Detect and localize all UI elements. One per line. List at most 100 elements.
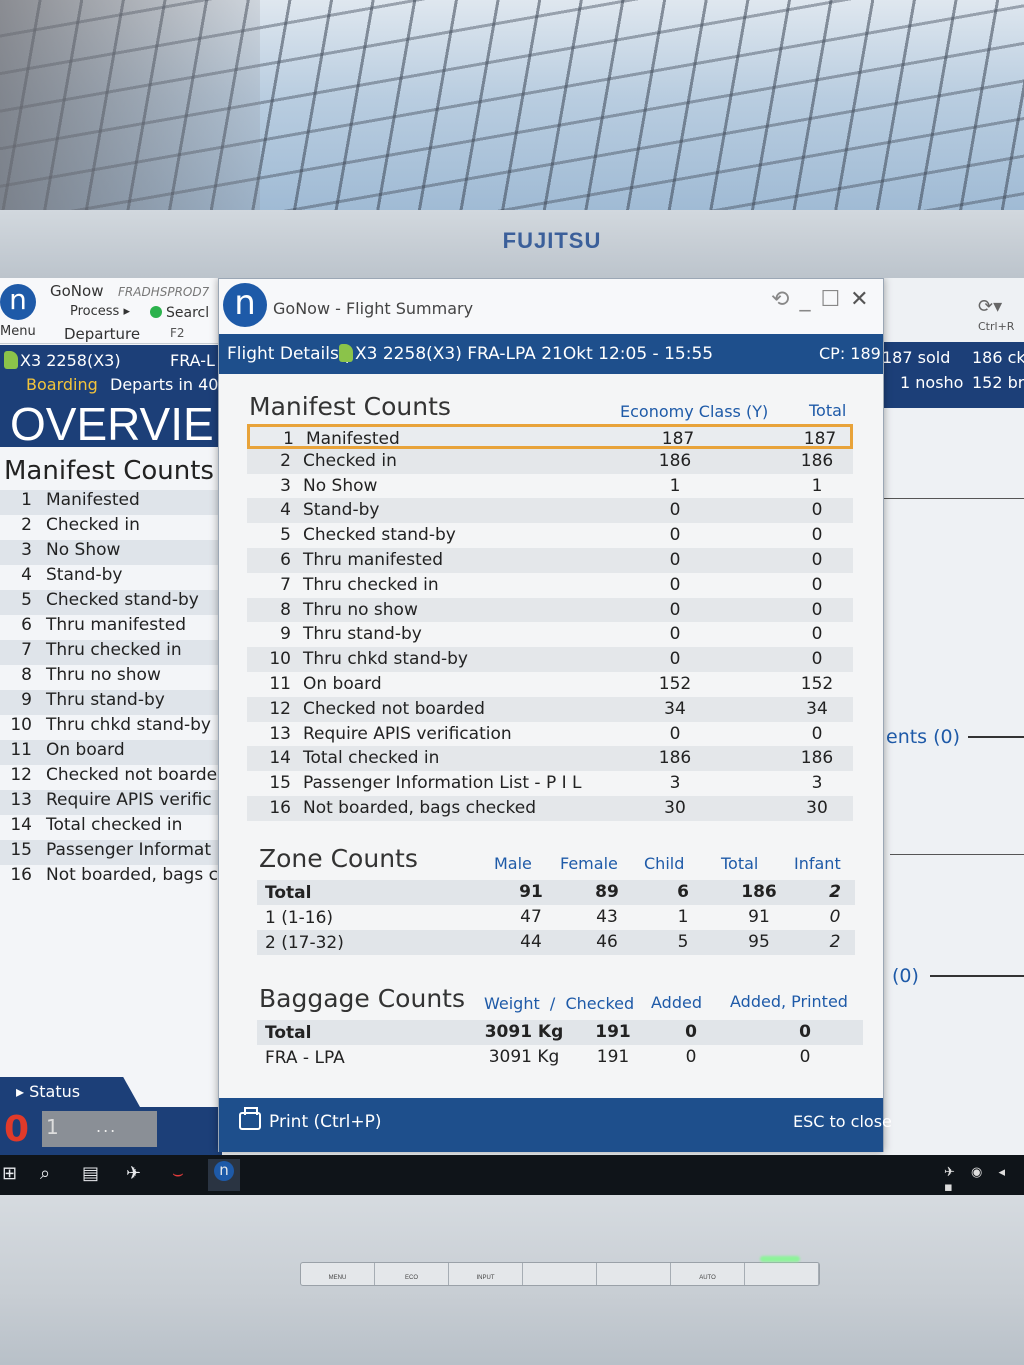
monitor-button[interactable] bbox=[523, 1263, 597, 1285]
monitor-button[interactable]: INPUT bbox=[449, 1263, 523, 1285]
zone-label: Total bbox=[265, 883, 312, 903]
row-label: Checked stand-by bbox=[303, 525, 456, 546]
manifest-row[interactable]: 3 No Show 1 1 bbox=[247, 474, 853, 499]
row-label: Checked in bbox=[303, 450, 397, 471]
zone-child-value: 1 bbox=[677, 907, 689, 927]
row-label: Manifested bbox=[306, 429, 400, 449]
manifest-row[interactable]: 7 Thru checked in 0 0 bbox=[247, 573, 853, 598]
boarding-status: Boarding bbox=[26, 375, 98, 394]
manifest-row[interactable]: 13 Require APIS verification 0 0 bbox=[247, 722, 853, 747]
maximize-icon[interactable]: ☐ bbox=[820, 287, 841, 312]
row-label: Total checked in bbox=[303, 748, 440, 769]
manifest-row[interactable]: 12 Checked not boarded 34 34 bbox=[247, 696, 853, 722]
row-number: 4 bbox=[280, 500, 291, 521]
economy-value: 152 bbox=[658, 673, 692, 694]
row-label: Thru manifested bbox=[303, 549, 444, 570]
background-app: n Menu GoNow FRADHSPROD7 Process ▸ Searc… bbox=[0, 278, 222, 1155]
manifest-row[interactable]: 6 Thru manifested 0 0 bbox=[247, 547, 853, 573]
manifest-row[interactable]: 10 Thru chkd stand-by 0 0 bbox=[247, 647, 853, 672]
manifest-row[interactable]: 1 Manifested 187 187 bbox=[247, 424, 853, 449]
taskbar: ⊞ ⌕ ▤ ✈ ⌣ n ✈ ◉ ◂ ▪ bbox=[0, 1155, 1024, 1195]
departure-tab[interactable]: Departure bbox=[64, 325, 141, 343]
bg-item-label: Checked not boarde bbox=[46, 765, 218, 785]
bg-item-number: 3 bbox=[21, 540, 32, 560]
process-menu[interactable]: Process ▸ bbox=[70, 304, 130, 319]
baggage-weight-value: 3091 Kg bbox=[484, 1022, 564, 1042]
manifest-row[interactable]: 15 Passenger Information List - P I L 3 3 bbox=[247, 771, 853, 796]
f2-shortcut: F2 bbox=[170, 326, 185, 340]
bg-list-item: 1 Manifested bbox=[0, 490, 222, 515]
flight-details-bar: Flight Details | X3 2258(X3) FRA-LPA 21O… bbox=[219, 334, 883, 374]
bg-list-item: 15 Passenger Informat bbox=[0, 840, 222, 865]
total-value: 0 bbox=[811, 624, 823, 645]
bg-item-label: Thru checked in bbox=[46, 640, 182, 660]
baggage-label: FRA - LPA bbox=[265, 1048, 345, 1068]
print-button[interactable]: Print (Ctrl+P) bbox=[239, 1107, 382, 1132]
airplane-icon[interactable]: ✈ bbox=[126, 1163, 142, 1184]
refresh-icon[interactable]: ⟳▾ bbox=[978, 296, 1003, 317]
bg-item-number: 1 bbox=[21, 490, 32, 510]
monitor-button[interactable]: AUTO bbox=[671, 1263, 745, 1285]
manifest-row[interactable]: 8 Thru no show 0 0 bbox=[247, 597, 853, 623]
bg-item-label: Total checked in bbox=[46, 815, 183, 835]
manifest-row[interactable]: 9 Thru stand-by 0 0 bbox=[247, 622, 853, 647]
monitor-button[interactable]: MENU bbox=[301, 1263, 375, 1285]
flight-summary-dialog: n GoNow - Flight Summary ⟲ _ ☐ ✕ Flight … bbox=[218, 278, 892, 1152]
bg-list-item: 7 Thru checked in bbox=[0, 640, 222, 665]
dialog-title: GoNow - Flight Summary bbox=[273, 299, 474, 318]
monitor-buttons: MENU ECO INPUT AUTO bbox=[300, 1262, 820, 1286]
bg-item-number: 2 bbox=[21, 515, 32, 535]
zone-total-value: 95 bbox=[748, 932, 770, 952]
monitor-button[interactable]: ECO bbox=[375, 1263, 449, 1285]
boarded-count: 152 br bbox=[972, 373, 1024, 392]
close-icon[interactable]: ✕ bbox=[850, 287, 869, 312]
total-value: 0 bbox=[811, 525, 823, 546]
manifest-counts-title: Manifest Counts bbox=[249, 392, 451, 421]
restore-icon[interactable]: ⟲ bbox=[771, 287, 790, 312]
manifest-row[interactable]: 2 Checked in 186 186 bbox=[247, 448, 853, 474]
baggage-added-value: 0 bbox=[685, 1022, 697, 1042]
esc-to-close[interactable]: ESC to close bbox=[793, 1112, 892, 1131]
bg-list-item: 6 Thru manifested bbox=[0, 615, 222, 640]
baggage-added-value: 0 bbox=[685, 1047, 697, 1067]
search-button[interactable]: Searcl bbox=[150, 305, 209, 321]
flight-info: X3 2258(X3) FRA-LPA 21Okt 12:05 - 15:55 bbox=[339, 344, 713, 364]
ceiling-background bbox=[0, 0, 1024, 215]
row-number: 14 bbox=[269, 748, 291, 769]
economy-value: 0 bbox=[669, 599, 681, 620]
monitor-button[interactable] bbox=[745, 1263, 819, 1285]
comments-link[interactable]: ents (0) bbox=[886, 726, 961, 748]
bg-app-header: n Menu GoNow FRADHSPROD7 Process ▸ Searc… bbox=[0, 278, 222, 344]
zone-infant-value: 2 bbox=[829, 882, 841, 902]
task-view-icon[interactable]: ▤ bbox=[82, 1163, 100, 1184]
status-tab[interactable]: ▸ Status bbox=[0, 1077, 140, 1107]
system-tray[interactable]: ✈ ◉ ◂ ▪ bbox=[944, 1165, 1012, 1195]
windows-icon[interactable]: ⊞ bbox=[2, 1163, 18, 1184]
manifest-row[interactable]: 14 Total checked in 186 186 bbox=[247, 746, 853, 772]
total-value: 0 bbox=[811, 723, 823, 744]
search-icon[interactable]: ⌕ bbox=[40, 1163, 51, 1184]
economy-value: 0 bbox=[669, 525, 681, 546]
gonow-icon[interactable]: n bbox=[214, 1161, 234, 1181]
menu-label[interactable]: Menu bbox=[0, 324, 36, 339]
airline-logo-icon bbox=[339, 344, 353, 362]
manifest-row[interactable]: 16 Not boarded, bags checked 30 30 bbox=[247, 795, 853, 821]
bg-list-item: 3 No Show bbox=[0, 540, 222, 565]
bg-list-item: 9 Thru stand-by bbox=[0, 690, 222, 715]
minimize-icon[interactable]: _ bbox=[799, 287, 811, 312]
count-link[interactable]: (0) bbox=[892, 965, 919, 987]
monitor-button[interactable] bbox=[597, 1263, 671, 1285]
total-value: 30 bbox=[806, 797, 828, 818]
zone-total-column-header: Total bbox=[721, 854, 759, 873]
bg-list-item: 5 Checked stand-by bbox=[0, 590, 222, 615]
total-value: 0 bbox=[811, 549, 823, 570]
economy-value: 3 bbox=[669, 773, 681, 794]
manifest-row[interactable]: 5 Checked stand-by 0 0 bbox=[247, 523, 853, 548]
manifest-row[interactable]: 4 Stand-by 0 0 bbox=[247, 498, 853, 524]
status-more[interactable]: ... bbox=[96, 1117, 118, 1136]
manifest-row[interactable]: 11 On board 152 152 bbox=[247, 672, 853, 697]
economy-value: 0 bbox=[669, 500, 681, 521]
app-red-icon[interactable]: ⌣ bbox=[172, 1163, 184, 1184]
total-value: 1 bbox=[811, 475, 823, 496]
zone-male-value: 44 bbox=[520, 932, 542, 952]
